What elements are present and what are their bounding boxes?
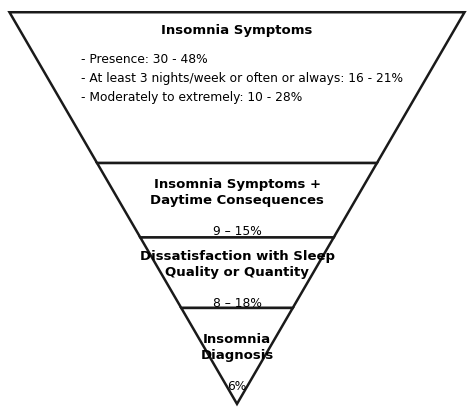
Text: - Presence: 30 - 48%
- At least 3 nights/week or often or always: 16 - 21%
- Mod: - Presence: 30 - 48% - At least 3 nights… <box>81 53 402 104</box>
Polygon shape <box>9 12 465 163</box>
Polygon shape <box>97 163 377 237</box>
Text: Dissatisfaction with Sleep
Quality or Quantity: Dissatisfaction with Sleep Quality or Qu… <box>139 250 335 279</box>
Text: Insomnia
Diagnosis: Insomnia Diagnosis <box>201 333 273 362</box>
Text: Insomnia Symptoms +
Daytime Consequences: Insomnia Symptoms + Daytime Consequences <box>150 178 324 207</box>
Polygon shape <box>181 308 293 404</box>
Text: 6%: 6% <box>228 380 246 393</box>
Text: 9 – 15%: 9 – 15% <box>213 225 261 238</box>
Polygon shape <box>140 237 334 308</box>
Text: 8 – 18%: 8 – 18% <box>212 297 262 310</box>
Text: Insomnia Symptoms: Insomnia Symptoms <box>161 24 313 38</box>
